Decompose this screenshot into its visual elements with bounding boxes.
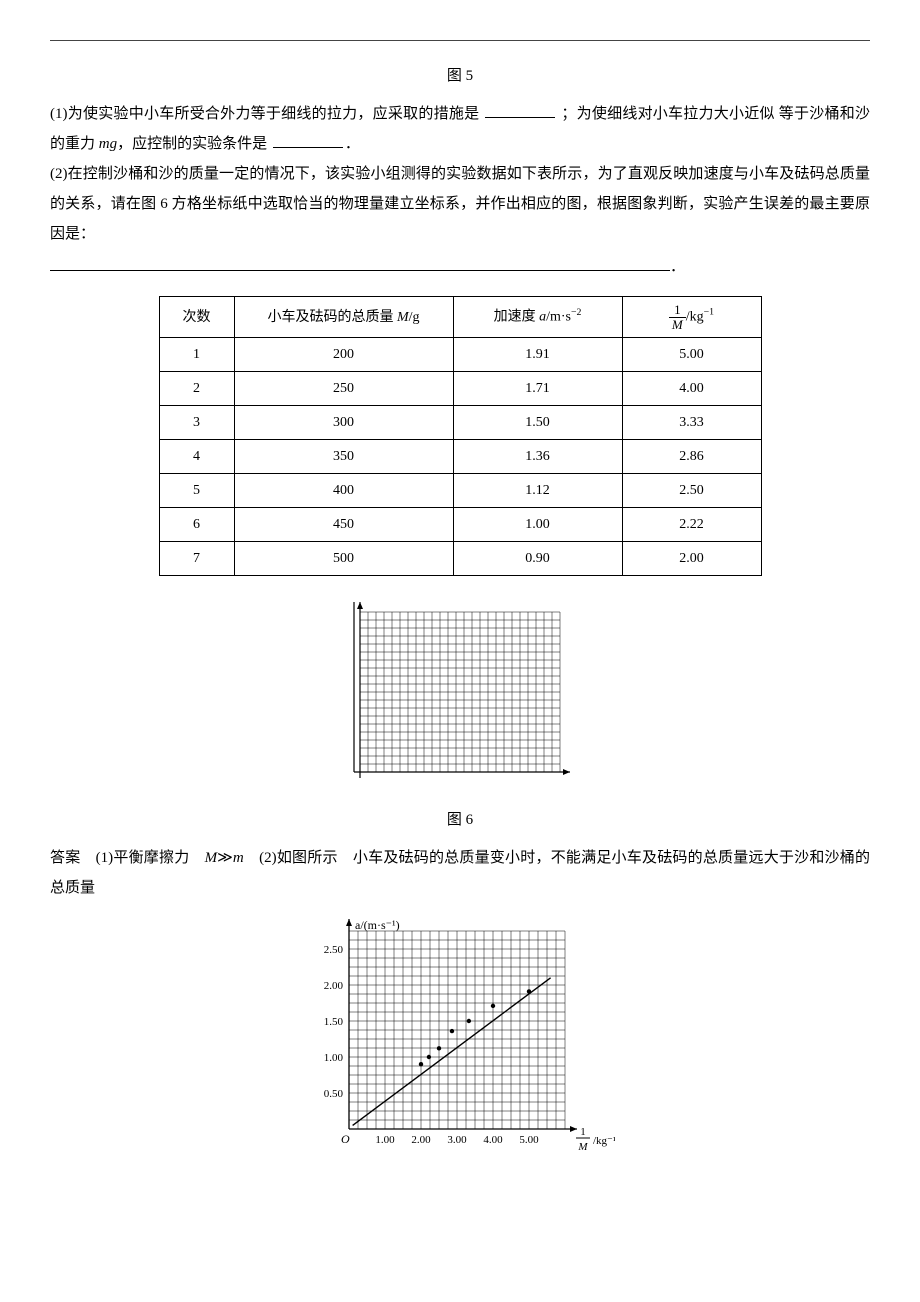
table-cell: 4.00	[622, 372, 761, 406]
table-cell: 2	[159, 372, 234, 406]
period: ．	[670, 259, 685, 275]
table-row: 75000.902.00	[159, 542, 761, 576]
th2c: /g	[409, 310, 420, 325]
svg-text:2.00: 2.00	[324, 980, 344, 992]
th3a: 加速度	[494, 310, 540, 325]
table-cell: 1.36	[453, 440, 622, 474]
q1-t2: ；为使细线对小车拉力大小近似	[561, 106, 774, 122]
page-rule	[50, 40, 870, 41]
table-body: 12001.915.0022501.714.0033001.503.334350…	[159, 338, 761, 576]
table-cell: 500	[234, 542, 453, 576]
table-cell: 200	[234, 338, 453, 372]
svg-text:1.00: 1.00	[375, 1134, 395, 1146]
svg-text:2.50: 2.50	[324, 944, 344, 956]
q1-t4: ，应控制的实验条件是	[117, 136, 267, 152]
table-row: 64501.002.22	[159, 508, 761, 542]
blank-3	[50, 255, 670, 271]
th-col3: 加速度 a/m·s−2	[453, 297, 622, 338]
table-cell: 2.50	[622, 474, 761, 508]
th4sup: −1	[704, 307, 714, 318]
fig5-caption: 图 5	[50, 61, 870, 91]
answer-chart-holder: 0.50 1.00 1.50 2.00 2.50 1.00 2.00 3.00 4.00 5.00…	[50, 913, 870, 1178]
fig6-caption: 图 6	[50, 805, 870, 835]
table-header-row: 次数 小车及砝码的总质量 M/g 加速度 a/m·s−2 1M/kg−1	[159, 297, 761, 338]
svg-text:/kg⁻¹: /kg⁻¹	[593, 1135, 615, 1147]
blank-2	[273, 132, 343, 148]
svg-text:2.00: 2.00	[411, 1134, 431, 1146]
table-row: 43501.362.86	[159, 440, 761, 474]
table-row: 12001.915.00	[159, 338, 761, 372]
q1-t5: ．	[345, 136, 360, 152]
ans-prefix: 答案 (1)平衡摩擦力	[50, 850, 205, 866]
table-cell: 5.00	[622, 338, 761, 372]
answer-chart: 0.50 1.00 1.50 2.00 2.50 1.00 2.00 3.00 4.00 5.00…	[305, 913, 615, 1167]
table-row: 33001.503.33	[159, 406, 761, 440]
th3c: /m·s	[546, 310, 571, 325]
table-cell: 1	[159, 338, 234, 372]
ans-gg: ≫	[217, 850, 233, 866]
table-cell: 400	[234, 474, 453, 508]
table-cell: 1.71	[453, 372, 622, 406]
svg-text:4.00: 4.00	[483, 1134, 503, 1146]
svg-text:M: M	[577, 1141, 588, 1153]
svg-text:O: O	[341, 1132, 350, 1146]
table-cell: 1.12	[453, 474, 622, 508]
table-cell: 350	[234, 440, 453, 474]
svg-text:0.50: 0.50	[324, 1088, 344, 1100]
table-cell: 1.91	[453, 338, 622, 372]
table-cell: 3	[159, 406, 234, 440]
mg-symbol: mg	[99, 136, 117, 152]
table-cell: 450	[234, 508, 453, 542]
th-col4: 1M/kg−1	[622, 297, 761, 338]
table-cell: 1.00	[453, 508, 622, 542]
blank-grid-holder	[50, 594, 870, 801]
table-cell: 7	[159, 542, 234, 576]
table-cell: 4	[159, 440, 234, 474]
svg-text:1.50: 1.50	[324, 1016, 344, 1028]
th4u: /kg	[686, 309, 704, 324]
frac-1overM: 1M	[669, 303, 686, 331]
answer-para: 答案 (1)平衡摩擦力 M≫m (2)如图所示 小车及砝码的总质量变小时，不能满…	[50, 843, 870, 903]
svg-text:1.00: 1.00	[324, 1052, 344, 1064]
table-cell: 300	[234, 406, 453, 440]
blank-1	[485, 102, 555, 118]
svg-text:1: 1	[580, 1126, 586, 1138]
table-cell: 2.86	[622, 440, 761, 474]
th2a: 小车及砝码的总质量	[267, 310, 397, 325]
table-cell: 2.00	[622, 542, 761, 576]
th3sup: −2	[571, 307, 581, 318]
table-cell: 3.33	[622, 406, 761, 440]
table-cell: 250	[234, 372, 453, 406]
q1-t1: (1)为使实验中小车所受合外力等于细线的拉力，应采取的措施是	[50, 106, 479, 122]
q1-para: (1)为使实验中小车所受合外力等于细线的拉力，应采取的措施是 ；为使细线对小车拉…	[50, 99, 870, 159]
ans-M: M	[205, 850, 218, 866]
svg-text:a/(m·s⁻¹): a/(m·s⁻¹)	[355, 918, 400, 932]
blank-grid	[342, 594, 578, 790]
th-col2: 小车及砝码的总质量 M/g	[234, 297, 453, 338]
table-row: 22501.714.00	[159, 372, 761, 406]
table-row: 54001.122.50	[159, 474, 761, 508]
svg-text:5.00: 5.00	[519, 1134, 539, 1146]
table-cell: 0.90	[453, 542, 622, 576]
table-cell: 6	[159, 508, 234, 542]
svg-text:3.00: 3.00	[447, 1134, 467, 1146]
ans-m: m	[233, 850, 244, 866]
table-cell: 5	[159, 474, 234, 508]
table-cell: 1.50	[453, 406, 622, 440]
q2-para: (2)在控制沙桶和沙的质量一定的情况下，该实验小组测得的实验数据如下表所示，为了…	[50, 159, 870, 249]
data-table: 次数 小车及砝码的总质量 M/g 加速度 a/m·s−2 1M/kg−1 120…	[159, 296, 762, 576]
th2b: M	[397, 310, 409, 325]
th-col1: 次数	[159, 297, 234, 338]
table-cell: 2.22	[622, 508, 761, 542]
